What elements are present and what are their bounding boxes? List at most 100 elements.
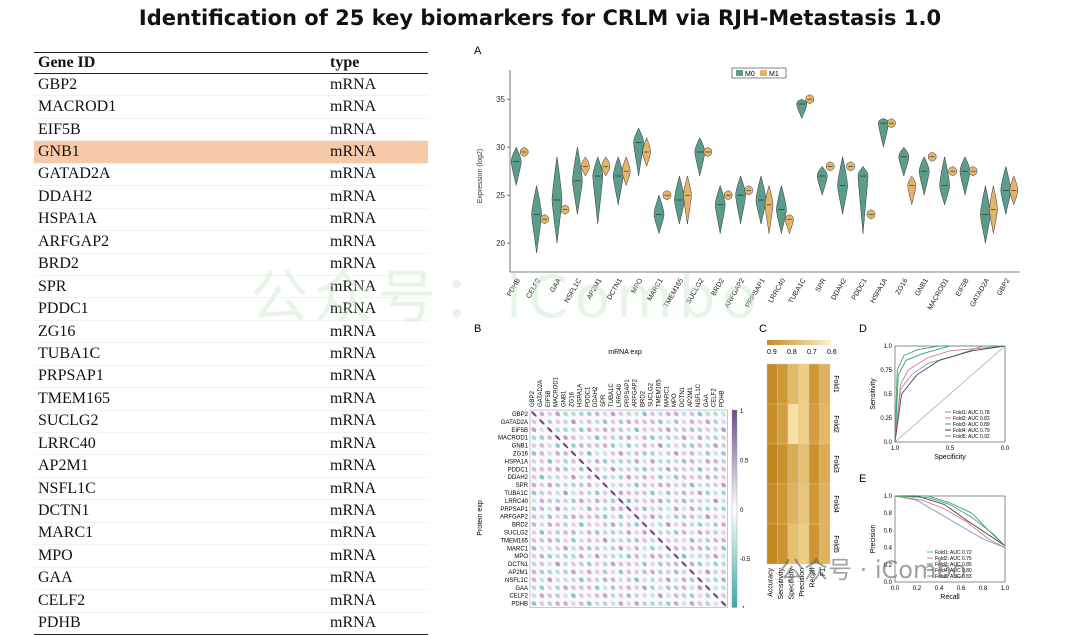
correlation-cell — [697, 482, 703, 488]
correlation-cell — [634, 577, 639, 583]
panel-d-roc-chart: D 0.0 0.25 0.5 0.75 1.0 1.0 0.5 0.0 Specificity Se… — [859, 323, 1010, 461]
correlation-cell — [594, 514, 600, 519]
type-cell: mRNA — [330, 367, 377, 385]
correlation-cell — [697, 530, 703, 535]
correlation-cell — [602, 435, 608, 440]
correlation-cell — [586, 593, 592, 598]
type-cell: mRNA — [330, 300, 377, 318]
correlation-cell — [618, 569, 624, 575]
correlation-cell — [697, 569, 703, 575]
colorbar — [731, 409, 738, 608]
correlation-cell — [626, 490, 632, 496]
correlation-cell — [571, 577, 576, 583]
correlation-cell — [705, 530, 711, 535]
fold-curve — [895, 495, 1006, 547]
gene-id-cell: GAA — [38, 569, 73, 587]
correlation-cell — [705, 561, 711, 567]
metric-cell — [798, 403, 810, 445]
correlation-cell — [673, 569, 679, 575]
table-row: ZG16 mRNA — [34, 321, 428, 344]
correlation-cell — [531, 490, 537, 496]
heatmap-y-label: SPR — [516, 483, 529, 489]
correlation-cell — [642, 451, 647, 456]
correlation-cell — [658, 474, 663, 480]
gene-id-cell: MARC1 — [38, 524, 94, 542]
correlation-cell — [626, 474, 632, 480]
correlation-cell — [618, 561, 624, 567]
correlation-cell — [650, 435, 655, 440]
violin-m0 — [714, 184, 726, 234]
correlation-cell — [673, 498, 679, 504]
correlation-cell — [689, 577, 695, 583]
correlation-cell — [713, 514, 718, 519]
correlation-cell — [602, 538, 608, 543]
correlation-cell — [634, 435, 639, 440]
correlation-cell — [642, 466, 647, 472]
correlation-cell — [721, 474, 726, 480]
type-cell: mRNA — [330, 502, 377, 520]
correlation-cell — [673, 538, 679, 543]
correlation-cell — [531, 538, 537, 543]
correlation-cell — [571, 466, 576, 472]
correlation-cell — [658, 466, 663, 472]
correlation-cell — [563, 435, 568, 440]
metric-cell — [798, 443, 810, 485]
correlation-cell — [650, 538, 655, 543]
correlation-cell — [594, 435, 600, 440]
heatmap-x-label: CELF2 — [712, 388, 718, 407]
violin-m0 — [857, 165, 869, 234]
x-tick-label: TUBA1C — [788, 278, 808, 305]
correlation-cell — [650, 474, 655, 480]
correlation-cell — [634, 545, 639, 551]
correlation-cell — [650, 577, 655, 583]
correlation-cell — [650, 514, 655, 519]
correlation-cell — [586, 601, 592, 606]
correlation-cell — [626, 443, 632, 448]
correlation-cell — [618, 601, 624, 606]
correlation-cell — [594, 482, 600, 488]
heatmap-x-label: PDDC1 — [585, 386, 591, 407]
y-axis-label: Sensitivity — [870, 378, 877, 410]
correlation-cell — [594, 545, 600, 551]
colorbar — [767, 340, 831, 345]
correlation-cell — [713, 530, 718, 535]
correlation-cell — [579, 427, 584, 433]
correlation-cell — [594, 585, 600, 591]
correlation-cell — [594, 522, 600, 527]
heatmap-x-label: EIF5B — [546, 390, 552, 407]
correlation-cell — [531, 482, 537, 488]
correlation-cell — [563, 593, 568, 598]
correlation-cell — [571, 538, 576, 543]
violin-m0 — [633, 127, 644, 177]
correlation-cell — [650, 506, 655, 512]
correlation-cell — [681, 419, 687, 425]
correlation-cell — [681, 443, 687, 448]
gene-id-cell: PDHB — [38, 614, 81, 632]
correlation-cell — [618, 538, 624, 543]
correlation-cell — [673, 561, 679, 567]
correlation-cell — [697, 538, 703, 543]
table-row: CELF2 mRNA — [34, 590, 428, 613]
correlation-cell — [713, 585, 718, 591]
correlation-cell — [626, 553, 632, 559]
panel-label-b: B — [474, 323, 481, 335]
x-tick-label: 0.2 — [913, 586, 922, 592]
gene-id-cell: SPR — [38, 277, 67, 295]
y-tick-label: 1.0 — [884, 344, 893, 350]
correlation-cell — [579, 411, 584, 417]
correlation-cell — [697, 466, 703, 472]
correlation-cell — [547, 466, 553, 472]
correlation-cell — [689, 530, 695, 535]
fold-label: Fold4 — [832, 495, 839, 513]
correlation-cell — [626, 411, 632, 417]
y-tick-label: 30 — [496, 143, 505, 152]
table-row: MPO mRNA — [34, 545, 428, 568]
correlation-cell — [602, 466, 608, 472]
gene-id-cell: LRRC40 — [38, 434, 96, 452]
heatmap-y-label: DCTN1 — [508, 562, 529, 568]
correlation-cell — [721, 419, 726, 425]
correlation-cell — [642, 561, 647, 567]
correlation-cell — [563, 514, 568, 519]
correlation-cell — [642, 482, 647, 488]
correlation-cell — [697, 419, 703, 425]
